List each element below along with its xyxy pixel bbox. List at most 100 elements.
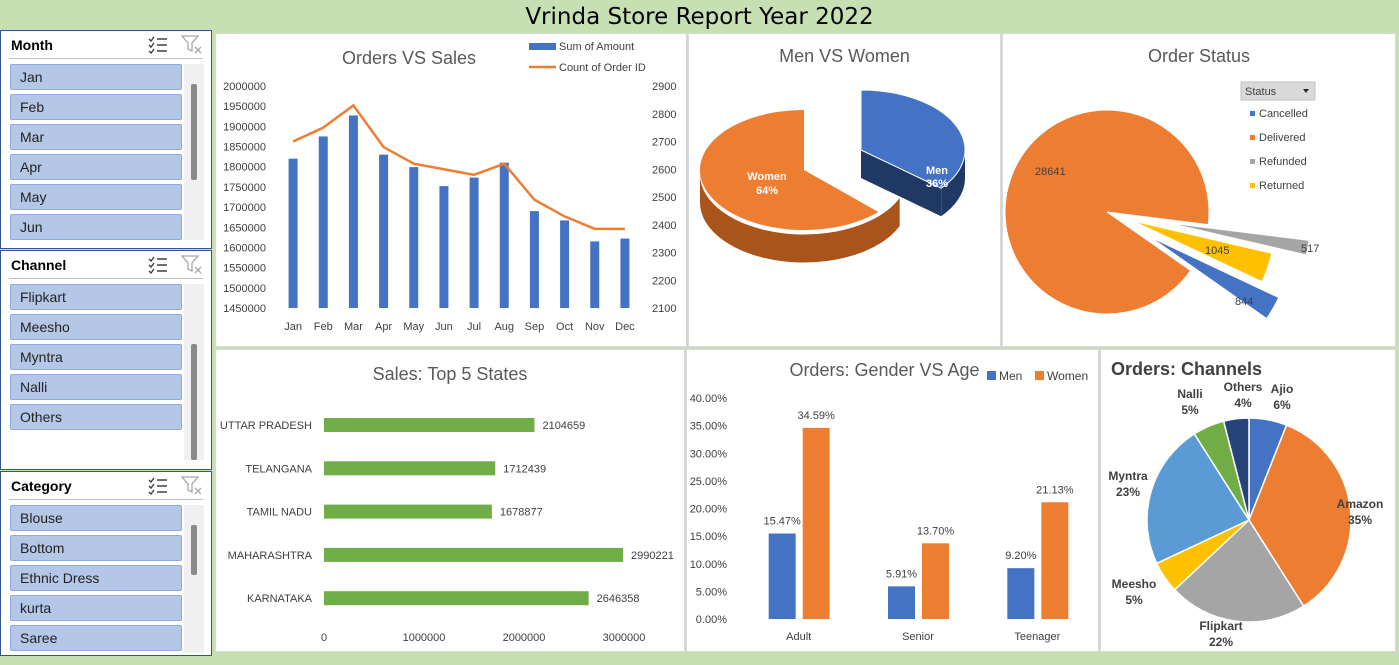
slicer-item-myntra[interactable]: Myntra	[10, 344, 182, 370]
slicer-scrollbar[interactable]	[184, 284, 204, 460]
data-label: 34.59%	[798, 410, 836, 422]
category-slicer[interactable]: Category Blouse Bottom Ethnic Dress kurta Sa…	[0, 471, 212, 656]
multi-select-icon[interactable]	[147, 34, 169, 54]
slicer-item-may[interactable]: May	[10, 184, 182, 210]
y-tick-label: MAHARASHTRA	[228, 550, 313, 562]
y2-tick-label: 2700	[652, 137, 676, 149]
data-label: 13.70%	[917, 525, 955, 537]
slicer-item-nalli[interactable]: Nalli	[10, 374, 182, 400]
slicer-item-jan[interactable]: Jan	[10, 64, 182, 90]
data-label: 2990221	[631, 550, 674, 562]
slice-label: 6%	[1273, 398, 1291, 412]
y-tick-label: 40.00%	[690, 393, 728, 405]
legend-title: Status	[1245, 86, 1277, 98]
bar	[324, 418, 535, 432]
x-tick-label: Apr	[375, 321, 392, 333]
slicer-item-flipkart[interactable]: Flipkart	[10, 284, 182, 310]
top-states-panel[interactable]: Sales: Top 5 States UTTAR PRADESH 2104659…	[215, 349, 685, 652]
scrollbar-thumb[interactable]	[191, 525, 197, 575]
clear-filter-icon[interactable]	[181, 475, 203, 495]
slicer-item-mar[interactable]: Mar	[10, 124, 182, 150]
multi-select-icon[interactable]	[147, 475, 169, 495]
channels-panel[interactable]: Orders: Channels Ajio 6% Amazon 35% Flipkart…	[1100, 349, 1396, 652]
slicer-item-blouse[interactable]: Blouse	[10, 505, 182, 531]
clear-filter-icon[interactable]	[181, 254, 203, 274]
scrollbar-thumb[interactable]	[191, 344, 197, 460]
slice-label: Meesho	[1112, 577, 1157, 591]
slicer-item-saree[interactable]: Saree	[10, 625, 182, 651]
men-slice-edge	[941, 152, 965, 217]
bar	[922, 543, 949, 619]
women-slice-side	[699, 174, 900, 263]
y2-tick-label: 2200	[652, 275, 676, 287]
gender-vs-age-panel[interactable]: Orders: Gender VS Age 0.00% 5.00% 10.00% 15…	[686, 349, 1099, 652]
y-tick-label: TELANGANA	[245, 463, 312, 475]
x-tick-label: Jan	[284, 321, 302, 333]
slicer-item-kurta[interactable]: kurta	[10, 595, 182, 621]
men-vs-women-panel[interactable]: Men VS Women Men 36% Women 64%	[688, 33, 1001, 347]
y-tick-label: 1600000	[223, 242, 266, 254]
data-label: 1712439	[503, 463, 546, 475]
bar	[1041, 502, 1069, 619]
orders-vs-sales-panel[interactable]: Orders VS Sales 1450000 1500000 1550000 160…	[215, 33, 687, 347]
slicer-header: Channel	[9, 251, 203, 279]
slicer-item-ethnic-dress[interactable]: Ethnic Dress	[10, 565, 182, 591]
slicer-header: Category	[9, 472, 203, 500]
channel-slicer[interactable]: Channel Flipkart Meesho Myntra Nalli Others	[0, 250, 212, 470]
legend-label: Cancelled	[1259, 108, 1308, 120]
multi-select-icon[interactable]	[147, 254, 169, 274]
bar	[324, 461, 496, 476]
slicer-item-others[interactable]: Others	[10, 404, 182, 430]
bar	[439, 186, 449, 308]
month-slicer[interactable]: Month Jan Feb Mar Apr May Jun	[0, 30, 212, 249]
slice-label: Women	[747, 171, 787, 183]
slicer-title: Category	[11, 478, 72, 494]
data-label: 9.20%	[1005, 550, 1036, 562]
slice-flipkart	[1173, 518, 1305, 623]
men-slice	[860, 89, 966, 189]
data-label: 28641	[1035, 166, 1066, 178]
scrollbar-thumb[interactable]	[191, 84, 197, 180]
slice-label: Amazon	[1337, 497, 1384, 511]
x-tick-label: Jul	[467, 321, 481, 333]
slice-label: Ajio	[1271, 382, 1294, 396]
x-tick-label: Oct	[556, 321, 573, 333]
slicer-item-feb[interactable]: Feb	[10, 94, 182, 120]
y-tick-label: 0.00%	[696, 614, 727, 626]
slice-label: Flipkart	[1199, 619, 1242, 633]
bar	[324, 591, 589, 606]
slicer-item-jun[interactable]: Jun	[10, 214, 182, 240]
slice-refunded	[1167, 222, 1310, 256]
slicer-scrollbar[interactable]	[184, 505, 204, 653]
y-tick-label: 1550000	[223, 263, 266, 275]
slice-returned	[1133, 220, 1273, 283]
x-tick-label: Aug	[494, 321, 514, 333]
x-tick-label: Nov	[585, 321, 605, 333]
slicer-scrollbar[interactable]	[184, 64, 204, 240]
legend-label: Sum of Amount	[559, 41, 634, 53]
chart-title: Men VS Women	[779, 46, 910, 66]
data-label: 1045	[1205, 245, 1229, 257]
y-tick-label: 1950000	[223, 101, 266, 113]
slice-label: Others	[1224, 380, 1263, 394]
data-label: 21.13%	[1036, 484, 1074, 496]
order-status-panel[interactable]: Order Status 28641 1045 517 844 Status Cancel…	[1002, 33, 1396, 347]
y-tick-label: 1850000	[223, 142, 266, 154]
slice-amazon	[1248, 424, 1352, 608]
slice-label: 23%	[1116, 485, 1140, 499]
y-tick-label: 1750000	[223, 182, 266, 194]
slicer-item-meesho[interactable]: Meesho	[10, 314, 182, 340]
legend-swatch	[987, 371, 996, 380]
slicer-item-apr[interactable]: Apr	[10, 154, 182, 180]
women-slice	[700, 110, 879, 231]
channels-chart: Ajio 6% Amazon 35% Flipkart 22% Meesho 5% Myntra…	[1108, 380, 1384, 649]
y-tick-label: 1700000	[223, 202, 266, 214]
men-slice-side	[861, 150, 942, 217]
clear-filter-icon[interactable]	[181, 34, 203, 54]
legend-label: Delivered	[1259, 132, 1305, 144]
slicer-item-bottom[interactable]: Bottom	[10, 535, 182, 561]
bar	[348, 115, 358, 308]
y-tick-label: 1800000	[223, 162, 266, 174]
bar	[318, 136, 328, 308]
y2-tick-label: 2300	[652, 248, 676, 260]
